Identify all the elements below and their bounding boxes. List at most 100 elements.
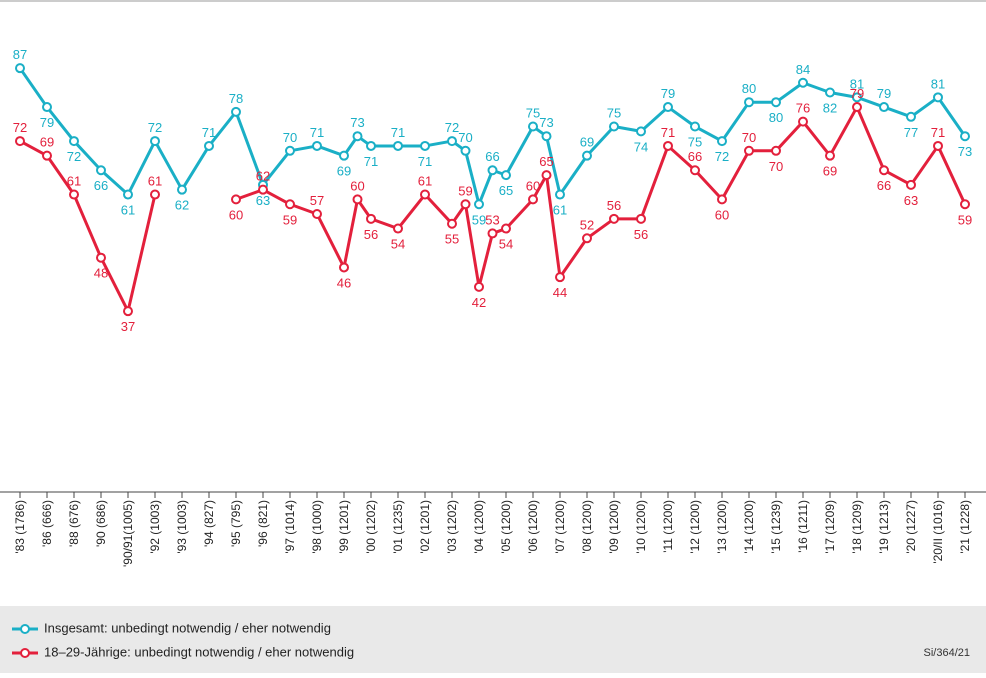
value-label: 75 xyxy=(526,106,540,121)
data-point xyxy=(352,131,363,142)
value-label: 66 xyxy=(94,178,108,193)
x-tick-label: '11 (1200) xyxy=(661,500,675,553)
data-point xyxy=(771,145,781,156)
x-tick-label: '16 (1211) xyxy=(796,500,810,553)
value-label: 56 xyxy=(634,227,648,242)
data-point xyxy=(231,194,241,205)
x-tick-label: '02 (1201) xyxy=(418,500,432,554)
x-tick-label: '95 (795) xyxy=(229,500,243,547)
data-point xyxy=(582,150,592,161)
value-label: 72 xyxy=(715,149,729,164)
data-point xyxy=(663,102,673,113)
data-point xyxy=(447,136,457,147)
x-tick-label: '15 (1239) xyxy=(769,500,783,554)
data-point xyxy=(690,165,700,176)
value-label: 56 xyxy=(607,198,621,213)
data-point xyxy=(393,140,403,151)
value-label: 72 xyxy=(445,120,459,135)
value-label: 66 xyxy=(688,149,702,164)
x-tick-label: '10 (1200) xyxy=(634,500,648,554)
data-point xyxy=(447,218,457,229)
value-label: 60 xyxy=(229,207,243,222)
value-label: 63 xyxy=(904,193,918,208)
x-tick-label: '14 (1200) xyxy=(742,500,756,554)
x-tick-label: '07 (1200) xyxy=(553,500,567,554)
x-tick-label: '08 (1200) xyxy=(580,500,594,554)
value-label: 79 xyxy=(661,86,675,101)
data-point xyxy=(636,213,646,224)
data-point xyxy=(717,136,727,147)
data-point xyxy=(933,92,943,103)
data-point xyxy=(744,97,754,108)
data-point xyxy=(960,199,970,210)
value-label: 59 xyxy=(458,183,472,198)
x-tick-label: '86 (666) xyxy=(40,500,54,547)
data-point xyxy=(609,121,619,132)
value-label: 74 xyxy=(634,139,648,154)
data-point xyxy=(663,140,673,151)
data-point xyxy=(528,194,538,205)
x-tick-label: '93 (1003) xyxy=(175,500,189,554)
data-point xyxy=(258,184,268,195)
x-tick-label: '97 (1014) xyxy=(283,500,297,554)
value-label: 63 xyxy=(256,193,270,208)
data-point xyxy=(204,140,214,151)
value-label: 78 xyxy=(229,91,243,106)
data-point xyxy=(460,145,471,156)
data-point xyxy=(123,306,133,317)
value-label: 71 xyxy=(661,125,675,140)
value-label: 70 xyxy=(769,159,783,174)
x-tick-label: '94 (827) xyxy=(202,500,216,547)
value-label: 57 xyxy=(310,193,324,208)
legend-marker xyxy=(20,648,30,658)
data-point xyxy=(96,165,106,176)
value-label: 75 xyxy=(607,106,621,121)
value-label: 71 xyxy=(310,125,324,140)
value-label: 42 xyxy=(472,295,486,310)
value-label: 54 xyxy=(391,237,405,252)
value-label: 79 xyxy=(877,86,891,101)
value-label: 72 xyxy=(13,120,27,135)
value-label: 61 xyxy=(121,203,135,218)
value-label: 62 xyxy=(175,198,189,213)
value-label: 59 xyxy=(472,212,486,227)
data-point xyxy=(609,213,619,224)
value-label: 61 xyxy=(67,174,81,189)
value-label: 69 xyxy=(580,135,594,150)
x-tick-label: '13 (1200) xyxy=(715,500,729,554)
x-tick-label: '03 (1202) xyxy=(445,500,459,554)
x-tick-label: '98 (1000) xyxy=(310,500,324,554)
data-point xyxy=(744,145,754,156)
data-point xyxy=(501,223,511,234)
source-note: Si/364/21 xyxy=(924,647,970,659)
value-label: 55 xyxy=(445,232,459,247)
value-label: 76 xyxy=(796,101,810,116)
data-point xyxy=(177,184,187,195)
data-point xyxy=(487,228,498,239)
x-tick-label: '92 (1003) xyxy=(148,500,162,554)
data-point xyxy=(150,189,160,200)
value-label: 71 xyxy=(391,125,405,140)
value-label: 79 xyxy=(40,115,54,130)
data-point xyxy=(541,131,552,142)
data-point xyxy=(42,102,52,113)
data-point xyxy=(474,281,484,292)
value-label: 44 xyxy=(553,285,567,300)
value-label: 71 xyxy=(202,125,216,140)
value-label: 56 xyxy=(364,227,378,242)
data-point xyxy=(582,233,592,244)
value-label: 37 xyxy=(121,319,135,334)
data-point xyxy=(555,272,565,283)
x-tick-label: '18 (1209) xyxy=(850,500,864,554)
value-label: 87 xyxy=(13,47,27,62)
value-label: 75 xyxy=(688,135,702,150)
value-label: 81 xyxy=(931,76,945,91)
value-label: 61 xyxy=(148,174,162,189)
data-point xyxy=(285,199,295,210)
value-label: 69 xyxy=(823,164,837,179)
value-label: 82 xyxy=(823,100,837,115)
data-point xyxy=(420,189,430,200)
value-label: 53 xyxy=(485,212,499,227)
data-point xyxy=(771,97,781,108)
